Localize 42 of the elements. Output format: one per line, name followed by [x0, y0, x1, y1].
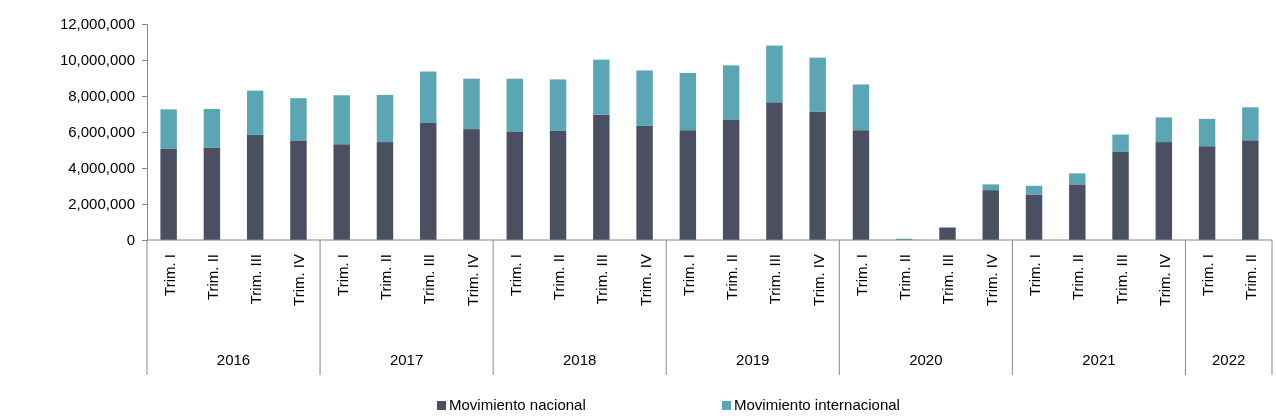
x-tick-label: Trim. IV: [290, 254, 308, 306]
x-tick-label: Trim. III: [247, 254, 265, 305]
x-tick-label: Trim. II: [376, 254, 394, 301]
text: 2019: [736, 351, 770, 368]
text: 2020: [909, 351, 943, 368]
x-tick-label: Trim. I: [506, 254, 524, 296]
text: 2022: [1212, 351, 1246, 368]
x-tick-label: Trim. III: [420, 254, 438, 305]
x-tick-label: Trim. II: [1242, 254, 1260, 301]
x-tick-label: Trim. I: [679, 254, 697, 296]
x-tick-label: Trim. I: [333, 254, 351, 296]
x-tick-label: Trim. I: [852, 254, 870, 296]
x-tick-label: Trim. II: [1069, 254, 1087, 301]
x-tick-label: Trim. IV: [1155, 254, 1173, 306]
x-tick-label: Trim. IV: [809, 254, 827, 306]
text: 2016: [216, 351, 251, 368]
legend-label: Movimiento nacional: [449, 396, 586, 413]
x-tick-label: Trim. II: [896, 254, 914, 301]
x-tick-label: Trim. III: [939, 254, 957, 305]
x-tick-label: Trim. II: [550, 254, 568, 301]
y-tick-label: 2,000,000: [68, 195, 135, 213]
text: 2021: [1082, 351, 1116, 368]
y-tick-label: 4,000,000: [68, 159, 135, 177]
x-tick-label: Trim. III: [593, 254, 611, 305]
x-tick-label: Trim. I: [160, 254, 178, 296]
text: 2018: [563, 351, 597, 368]
x-tick-label: Trim. I: [1026, 254, 1044, 296]
y-tick-label: 0: [126, 231, 135, 249]
x-tick-label: Trim. III: [1112, 254, 1130, 305]
legend-label: Movimiento internacional: [734, 396, 900, 413]
x-tick-label: Trim. IV: [463, 254, 481, 306]
y-tick-label: 12,000,000: [59, 15, 135, 33]
x-tick-label: Trim. IV: [636, 254, 654, 306]
x-tick-label: Trim. III: [766, 254, 784, 305]
y-tick-label: 10,000,000: [59, 51, 135, 69]
x-tick-label: Trim. II: [203, 254, 221, 301]
y-tick-label: 8,000,000: [68, 87, 135, 105]
x-tick-label: Trim. II: [723, 254, 741, 301]
text: 2017: [389, 351, 424, 368]
y-tick-label: 6,000,000: [68, 123, 135, 141]
x-tick-label: Trim. IV: [982, 254, 1000, 306]
x-tick-label: Trim. I: [1199, 254, 1217, 296]
